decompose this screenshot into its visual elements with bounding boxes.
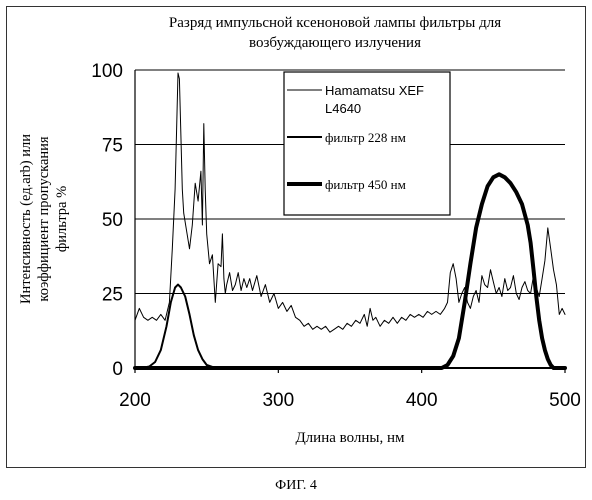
x-tick-label: 300 xyxy=(262,390,294,411)
y-tick-label: 25 xyxy=(102,285,123,306)
y-axis-label-line1: Интенсивность (ед.arb) или xyxy=(18,134,34,304)
series-line-filter-228 xyxy=(135,285,565,368)
legend-label-filter-450: фильтр 450 нм xyxy=(325,177,406,192)
x-tick-label: 200 xyxy=(119,390,151,411)
chart-title-line1: Разряд импульсной ксеноновой лампы фильт… xyxy=(169,15,501,31)
x-axis-label: Длина волны, нм xyxy=(295,430,405,446)
y-tick-label: 100 xyxy=(91,61,123,82)
x-tick-label: 400 xyxy=(406,390,438,411)
y-axis-label-line3: фильтра % xyxy=(54,186,70,252)
chart-title-line2: возбуждающего излучения xyxy=(249,35,421,51)
legend-label-hamamatsu-line1: Hamamatsu XEF xyxy=(325,83,424,98)
figure-caption: ФИГ. 4 xyxy=(275,478,317,493)
y-tick-label: 75 xyxy=(102,136,123,157)
x-tick-label: 500 xyxy=(549,390,581,411)
legend-label-filter-228: фильтр 228 нм xyxy=(325,130,406,145)
y-tick-label: 0 xyxy=(112,359,123,380)
legend: Hamamatsu XEF L4640 фильтр 228 нм фильтр… xyxy=(284,72,450,215)
y-tick-label: 50 xyxy=(102,210,123,231)
y-axis-label: Интенсивность (ед.arb) или коэффициент п… xyxy=(18,134,70,304)
legend-label-hamamatsu-line2: L4640 xyxy=(325,101,361,116)
y-axis-label-line2: коэффициент пропускания xyxy=(36,136,52,302)
